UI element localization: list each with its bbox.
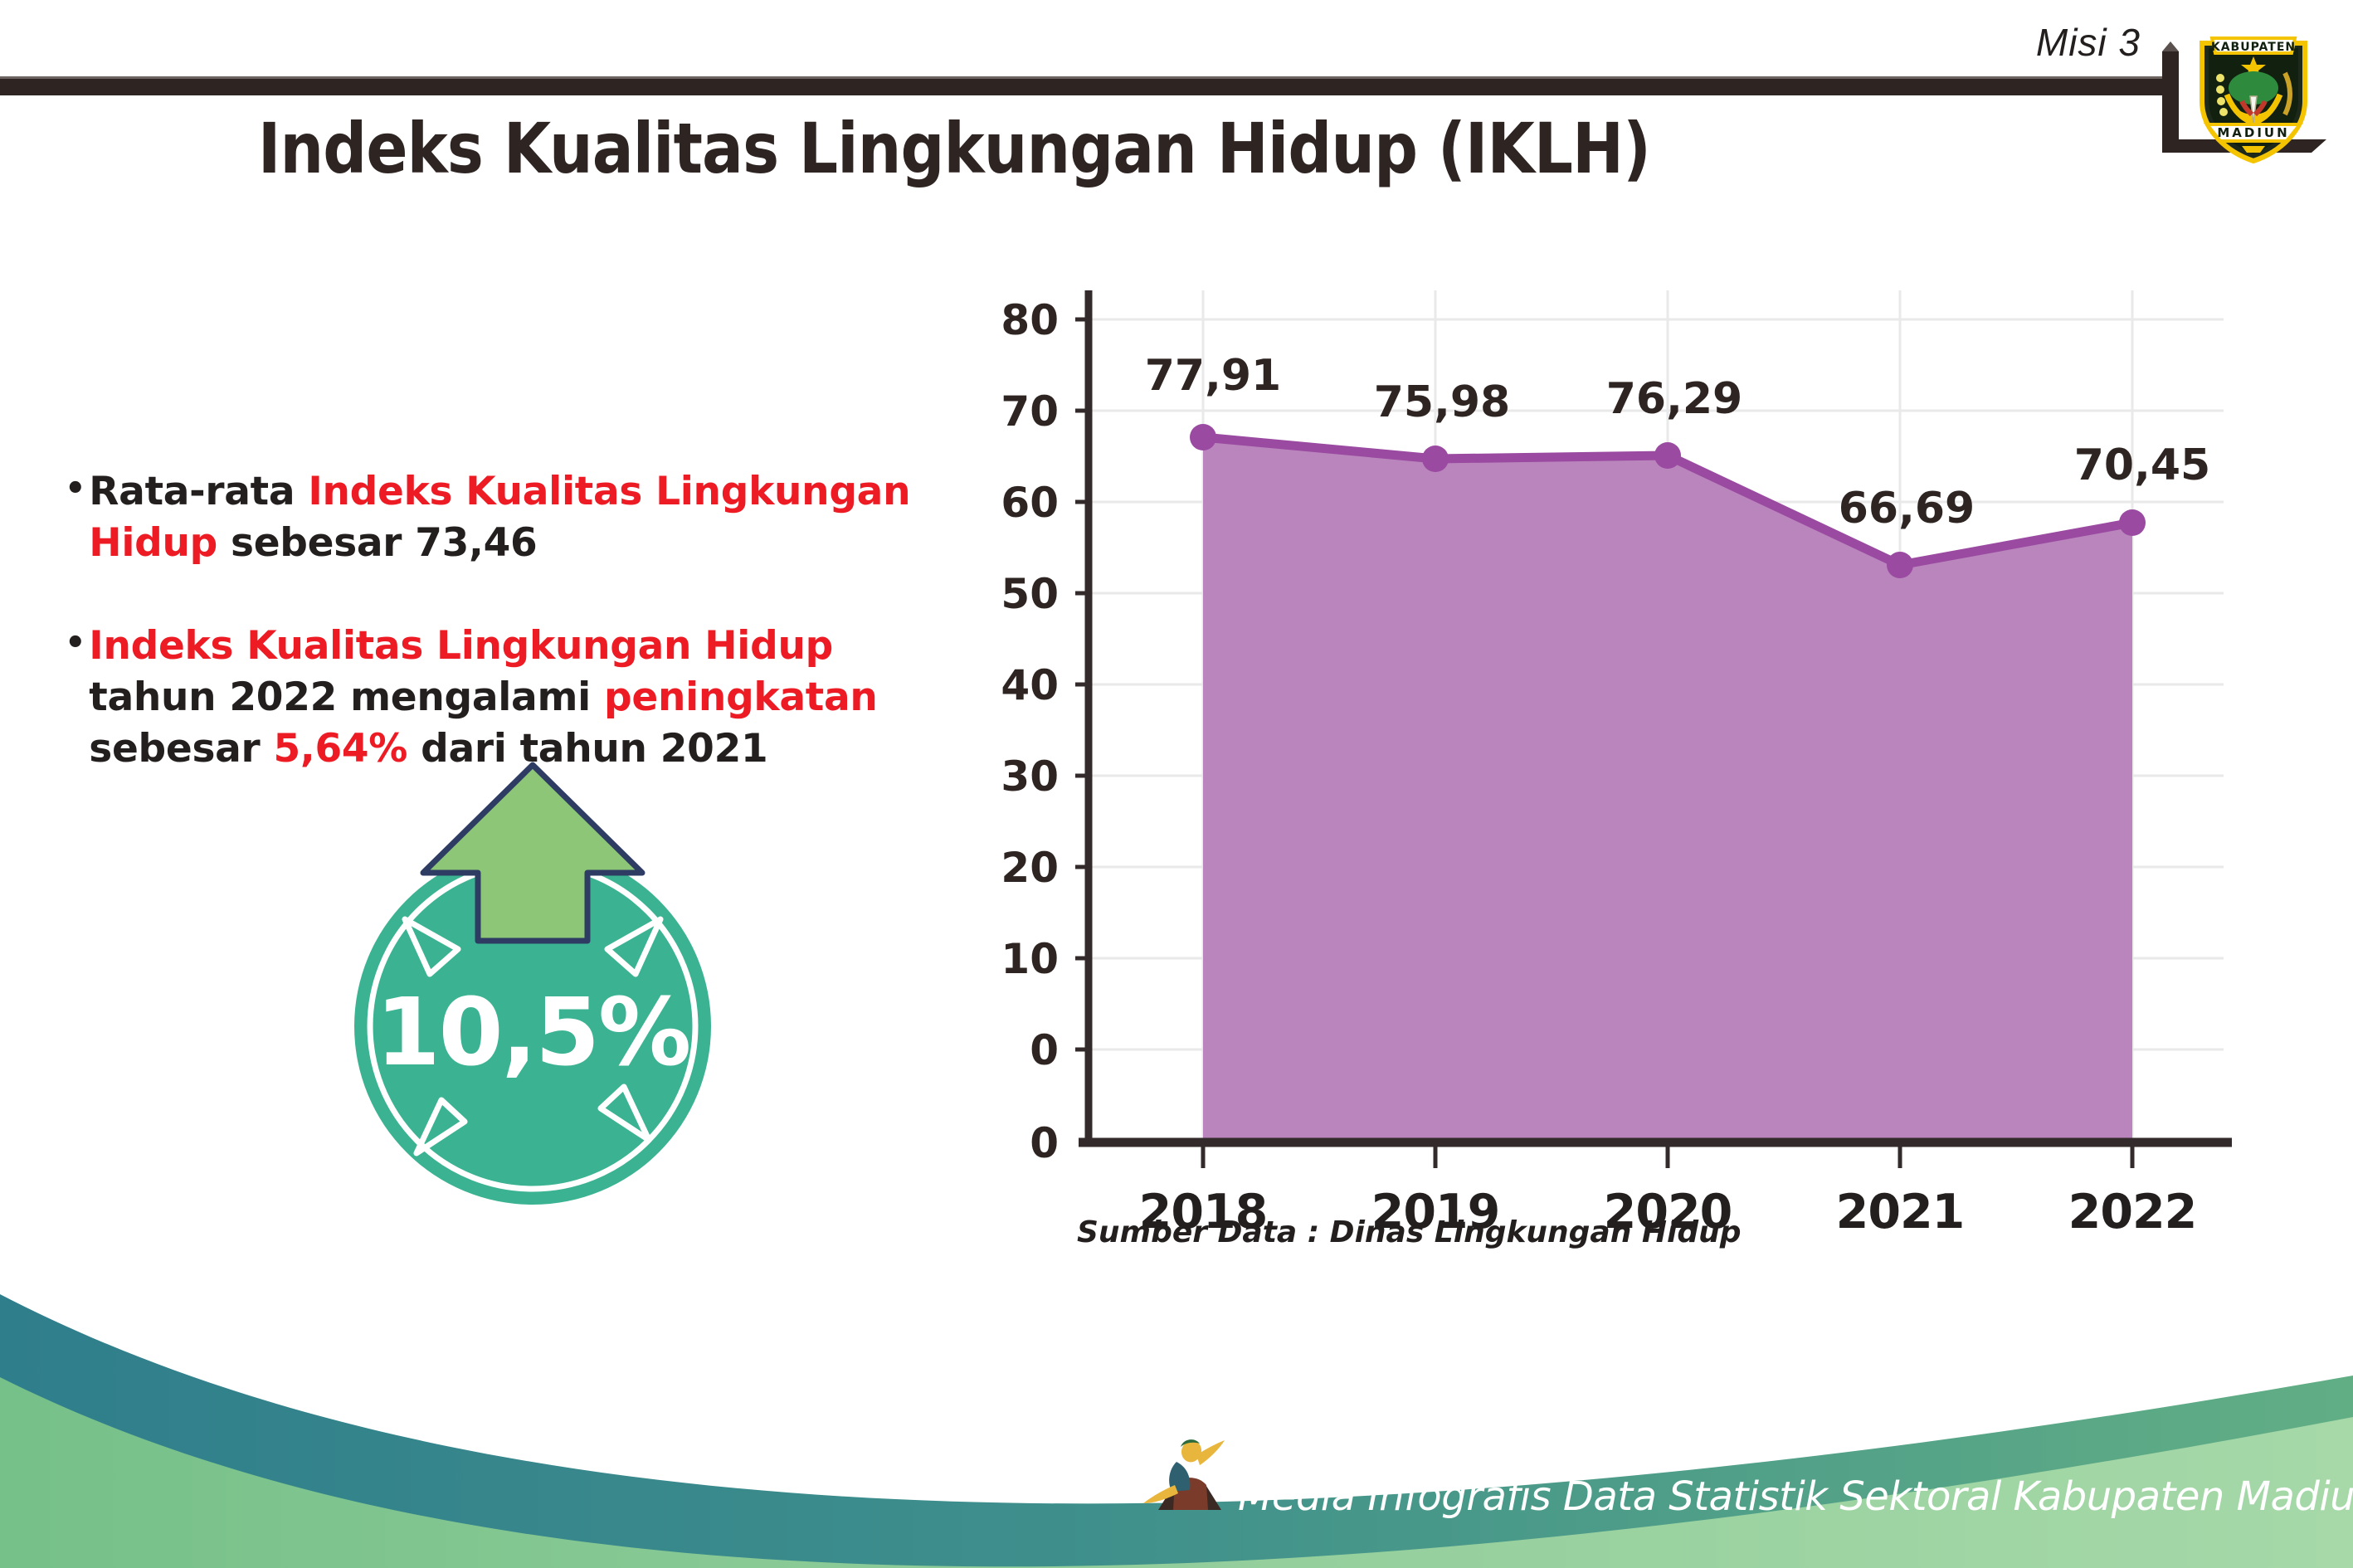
bullet-segment-highlight: peningkatan — [604, 674, 878, 721]
x-tick-label: 2020 — [1604, 1185, 1732, 1239]
data-label: 76,29 — [1606, 374, 1742, 424]
bullet-list: • Rata-rata Indeks Kualitas Lingkungan H… — [65, 466, 952, 826]
bullet-dot-icon: • — [65, 624, 86, 663]
chart-value-labels: 77,91 75,98 76,29 66,69 70,45 — [1145, 351, 2210, 533]
media-infografis-figure-icon — [1143, 1439, 1225, 1510]
bullet-dot-icon: • — [65, 470, 86, 508]
list-item: • Rata-rata Indeks Kualitas Lingkungan H… — [65, 466, 952, 569]
data-label: 70,45 — [2074, 441, 2210, 490]
x-tick-label: 2019 — [1371, 1185, 1500, 1239]
footer-wave — [0, 1294, 2353, 1568]
badge-circle — [354, 848, 711, 1205]
bullet-segment: sebesar 73,46 — [217, 520, 538, 567]
misi-label: Misi 3 — [2035, 21, 2141, 64]
chart-source-note: Sumber Data : Dinas Lingkungan Hidup — [1077, 1215, 1742, 1249]
y-tick-label: 10 — [1001, 935, 1059, 983]
bullet-segment-highlight: 5,64% — [273, 726, 408, 772]
y-tick-label: 0 — [1030, 1026, 1059, 1074]
bullet-segment-highlight: Indeks Kualitas Lingkungan Hidup — [89, 623, 833, 670]
x-tick-label: 2022 — [2068, 1185, 2197, 1239]
y-tick-label-zero: 0 — [1030, 1119, 1059, 1167]
x-axis-tick-labels: 2018 2019 2020 2021 2022 — [1139, 1185, 2198, 1239]
x-axis-ticks — [1201, 1142, 2135, 1168]
footer-caption: Media Infografis Data Statistik Sektoral… — [1238, 1473, 2353, 1520]
increase-badge: 10,5% — [325, 757, 740, 1209]
bullet-segment: sebesar — [89, 726, 274, 772]
badge-tick-bottom-right — [597, 1083, 652, 1143]
data-label: 77,91 — [1145, 351, 1281, 401]
bullet-segment: tahun 2022 mengalami — [89, 674, 605, 721]
footer-wave-lower — [0, 1377, 2353, 1568]
x-tick-label: 2021 — [1836, 1185, 1965, 1239]
y-tick-label: 50 — [1001, 570, 1059, 618]
x-tick-label: 2018 — [1139, 1185, 1268, 1239]
bullet-segment: dari tahun 2021 — [407, 726, 768, 772]
data-label: 75,98 — [1374, 377, 1510, 427]
y-tick-label: 30 — [1001, 752, 1059, 801]
badge-tick-top-right — [604, 916, 664, 977]
header-bracket-vertical — [2162, 41, 2179, 153]
bullet-segment-highlight: Indeks Kualitas Lingkungan Hidup — [89, 469, 911, 567]
y-tick-label: 20 — [1001, 844, 1059, 892]
svg-text:MADIUN: MADIUN — [2217, 125, 2289, 140]
svg-text:KABUPATEN: KABUPATEN — [2211, 41, 2296, 54]
iklh-area-chart: 80 70 60 50 40 30 20 10 0 0 2018 2019 20… — [954, 282, 2232, 1244]
y-axis-tick-labels: 80 70 60 50 40 30 20 10 0 0 — [1001, 296, 1059, 1167]
chart-markers — [1190, 424, 2146, 578]
arrow-up-icon — [420, 762, 645, 944]
bullet-text: Indeks Kualitas Lingkungan Hidup tahun 2… — [89, 621, 952, 775]
badge-percent-label: 10,5% — [375, 979, 692, 1087]
data-label: 66,69 — [1839, 484, 1975, 533]
list-item: • Indeks Kualitas Lingkungan Hidup tahun… — [65, 621, 952, 775]
y-tick-label: 40 — [1001, 661, 1059, 709]
y-tick-label: 80 — [1001, 296, 1059, 344]
y-tick-label: 60 — [1001, 479, 1059, 527]
badge-tick-bottom-left — [413, 1097, 468, 1157]
badge-tick-top-left — [402, 916, 461, 977]
chart-area-fill — [1203, 437, 2132, 1142]
kabupaten-madiun-logo-icon: KABUPATEN MADIUN — [2200, 37, 2307, 164]
footer-wave-upper — [0, 1294, 2353, 1568]
header-rule — [0, 76, 2162, 95]
badge-graphic — [354, 762, 711, 1205]
bullet-text: Rata-rata Indeks Kualitas Lingkungan Hid… — [89, 466, 952, 569]
y-tick-label: 70 — [1001, 387, 1059, 436]
page-title: Indeks Kualitas Lingkungan Hidup (IKLH) — [257, 108, 1651, 189]
y-axis-ticks — [1075, 317, 1089, 1052]
bullet-segment: Rata-rata — [89, 469, 309, 514]
